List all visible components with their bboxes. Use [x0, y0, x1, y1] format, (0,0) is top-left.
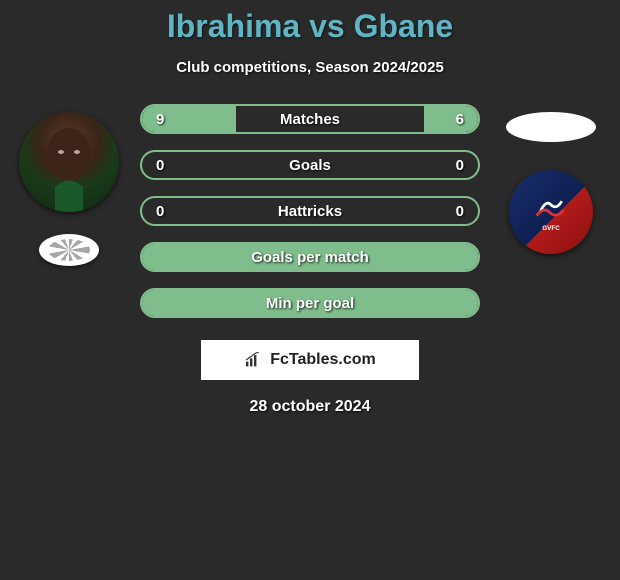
face-placeholder-icon [19, 112, 119, 212]
chart-icon [244, 352, 264, 368]
club-left-badge [39, 234, 99, 266]
gil-vicente-icon: GVFC [524, 185, 578, 239]
stat-bar-min-per-goal: Min per goal [140, 288, 480, 318]
stat-bar-goals: 0 Goals 0 [140, 150, 480, 180]
player-left-photo [19, 112, 119, 212]
stat-bar-hattricks: 0 Hattricks 0 [140, 196, 480, 226]
stat-left-value: 0 [156, 203, 164, 220]
page-title: Ibrahima vs Gbane [0, 8, 620, 45]
main-row: 9 Matches 6 0 Goals 0 0 Hattricks 0 Goal… [0, 104, 620, 318]
boavista-icon [48, 239, 90, 261]
stat-bar-matches: 9 Matches 6 [140, 104, 480, 134]
club-right-badge: GVFC [509, 170, 593, 254]
player-left-column [14, 104, 124, 266]
stat-right-value: 0 [456, 157, 464, 174]
stat-right-value: 0 [456, 203, 464, 220]
svg-text:GVFC: GVFC [542, 225, 560, 232]
stat-label: Goals per match [251, 249, 369, 266]
stat-label: Min per goal [266, 295, 354, 312]
stats-column: 9 Matches 6 0 Goals 0 0 Hattricks 0 Goal… [140, 104, 480, 318]
stat-left-value: 0 [156, 157, 164, 174]
stat-label: Goals [289, 157, 331, 174]
attribution-text: FcTables.com [270, 351, 376, 369]
subtitle: Club competitions, Season 2024/2025 [0, 59, 620, 76]
stat-fill-right [424, 106, 478, 132]
stat-label: Hattricks [278, 203, 342, 220]
stat-left-value: 9 [156, 111, 164, 128]
comparison-card: Ibrahima vs Gbane Club competitions, Sea… [0, 0, 620, 416]
attribution-badge[interactable]: FcTables.com [201, 340, 419, 380]
date-text: 28 october 2024 [0, 398, 620, 416]
player-right-photo [506, 112, 596, 142]
stat-right-value: 6 [456, 111, 464, 128]
player-right-column: GVFC [496, 104, 606, 254]
stat-bar-goals-per-match: Goals per match [140, 242, 480, 272]
stat-label: Matches [280, 111, 340, 128]
